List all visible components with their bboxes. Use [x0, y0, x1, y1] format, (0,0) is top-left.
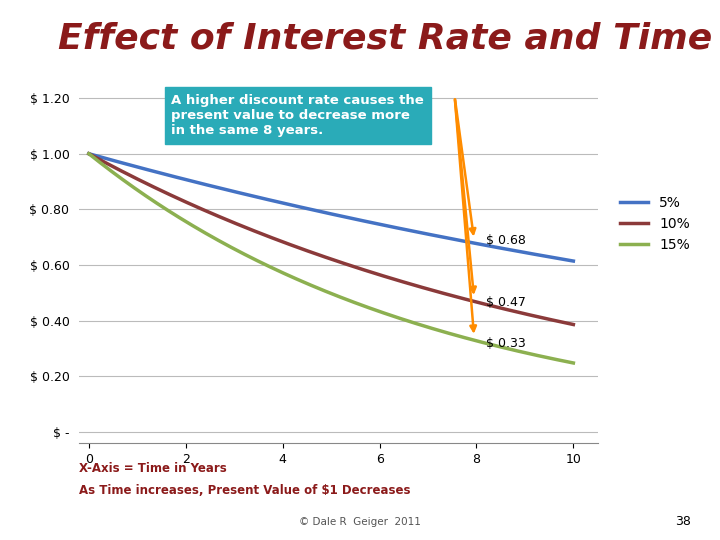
5% [372, 220, 380, 227]
15% [372, 307, 380, 313]
10% [373, 271, 382, 278]
10% [372, 271, 380, 277]
5% [381, 222, 390, 229]
Text: $ 0.47: $ 0.47 [486, 295, 526, 308]
15% [569, 360, 577, 366]
15% [86, 152, 95, 158]
Text: $ 0.33: $ 0.33 [486, 337, 526, 350]
10% [381, 273, 390, 280]
Line: 5%: 5% [89, 154, 573, 261]
15% [523, 350, 532, 356]
5% [373, 220, 382, 227]
Text: $ 0.68: $ 0.68 [486, 234, 526, 247]
Text: A higher discount rate causes the
present value to decrease more
in the same 8 y: A higher discount rate causes the presen… [171, 94, 424, 137]
5% [84, 151, 93, 157]
Text: As Time increases, Present Value of $1 Decreases: As Time increases, Present Value of $1 D… [79, 484, 410, 497]
15% [381, 310, 390, 317]
5% [493, 244, 502, 251]
10% [84, 151, 93, 157]
Text: Effect of Interest Rate and Time: Effect of Interest Rate and Time [58, 22, 712, 56]
5% [569, 258, 577, 264]
10% [523, 311, 532, 318]
5% [523, 250, 532, 256]
Line: 15%: 15% [89, 154, 573, 363]
10% [493, 304, 502, 310]
15% [84, 151, 93, 157]
Text: © Dale R  Geiger  2011: © Dale R Geiger 2011 [299, 517, 421, 527]
Text: 38: 38 [675, 515, 691, 528]
10% [86, 151, 95, 158]
15% [493, 343, 502, 349]
Line: 10%: 10% [89, 154, 573, 325]
5% [86, 151, 95, 158]
Legend: 5%, 10%, 15%: 5%, 10%, 15% [615, 190, 696, 257]
15% [373, 307, 382, 314]
10% [569, 321, 577, 328]
Text: X-Axis = Time in Years: X-Axis = Time in Years [79, 462, 227, 476]
